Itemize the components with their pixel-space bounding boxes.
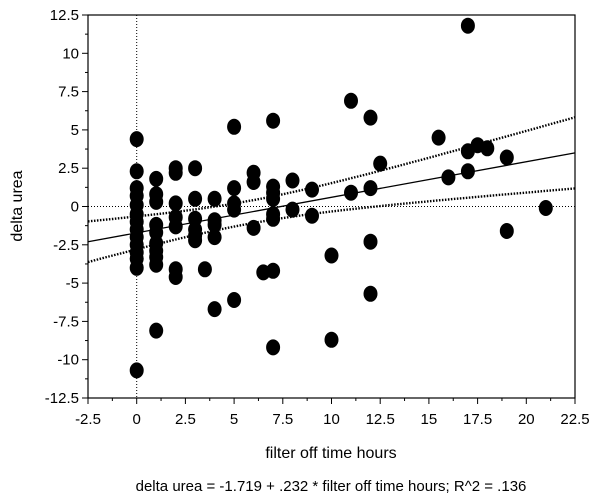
data-point xyxy=(168,269,183,285)
data-point xyxy=(373,155,388,172)
confidence-band-upper xyxy=(87,116,576,223)
data-point xyxy=(266,112,281,129)
data-point xyxy=(129,163,144,180)
data-point xyxy=(538,200,553,216)
data-point xyxy=(499,149,514,166)
data-point xyxy=(129,131,144,148)
data-point xyxy=(246,219,261,236)
data-point xyxy=(207,216,222,233)
data-point xyxy=(460,17,475,34)
y-tick-label: -2.5 xyxy=(53,237,79,254)
y-tick-label: 5 xyxy=(71,122,79,139)
data-point xyxy=(188,190,203,207)
data-point xyxy=(266,210,281,227)
data-point xyxy=(168,218,183,235)
data-point xyxy=(305,207,319,224)
x-tick-label: 15 xyxy=(421,411,438,428)
data-point xyxy=(207,301,222,318)
data-point xyxy=(168,195,183,212)
data-point xyxy=(266,262,281,279)
data-point xyxy=(188,232,203,249)
y-tick-label: -5 xyxy=(66,275,79,292)
x-axis-title: filter off time hours xyxy=(265,445,396,462)
data-point xyxy=(149,193,164,210)
data-point xyxy=(363,180,378,197)
data-point xyxy=(227,180,242,197)
x-tick-label: 12.5 xyxy=(366,411,395,428)
data-point xyxy=(285,201,300,218)
y-tick-label: -10 xyxy=(57,352,79,369)
data-point xyxy=(344,92,358,109)
data-point xyxy=(149,322,164,339)
x-tick-label: 0 xyxy=(133,411,141,428)
y-axis-title: delta urea xyxy=(9,170,26,241)
data-point xyxy=(499,223,514,239)
data-point xyxy=(363,285,378,302)
data-point xyxy=(227,201,242,218)
data-point xyxy=(363,109,378,126)
data-point xyxy=(324,247,339,264)
y-tick-label: 0 xyxy=(71,199,79,216)
data-point xyxy=(266,190,281,207)
data-point xyxy=(227,118,242,135)
data-point xyxy=(246,174,261,190)
data-points xyxy=(129,17,553,379)
y-tick-label: 10 xyxy=(62,45,79,62)
x-axis-ticks: -2.5 0 2.5 5 7.5 10 12.5 15 17.5 20 22.5 xyxy=(75,398,590,428)
y-tick-label: -12.5 xyxy=(45,390,79,407)
confidence-bands xyxy=(87,116,576,264)
x-tick-label: 2.5 xyxy=(175,411,196,428)
data-point xyxy=(285,172,300,189)
x-tick-label: 5 xyxy=(230,411,238,428)
confidence-band-lower xyxy=(87,187,576,264)
x-tick-label: -2.5 xyxy=(75,411,101,428)
y-tick-label: 12.5 xyxy=(50,7,79,24)
data-point xyxy=(480,140,495,157)
data-point xyxy=(197,261,212,278)
x-tick-label: 10 xyxy=(323,411,340,428)
y-tick-label: 7.5 xyxy=(58,84,79,101)
data-point xyxy=(305,181,319,198)
data-point xyxy=(363,233,378,250)
x-tick-label: 17.5 xyxy=(463,411,492,428)
y-tick-label: 2.5 xyxy=(58,160,79,177)
data-point xyxy=(129,362,144,379)
reference-lines xyxy=(88,15,575,398)
x-tick-label: 7.5 xyxy=(272,411,293,428)
data-point xyxy=(441,169,456,186)
data-point xyxy=(207,229,222,246)
x-tick-label: 22.5 xyxy=(560,411,589,428)
data-point xyxy=(149,170,164,187)
data-point xyxy=(168,164,183,181)
x-tick-label: 20 xyxy=(518,411,535,428)
data-point xyxy=(188,160,203,177)
data-point xyxy=(227,292,242,308)
data-point xyxy=(460,163,475,180)
y-tick-label: -7.5 xyxy=(53,313,79,330)
data-point xyxy=(344,184,358,201)
regression-equation: delta urea = -1.719 + .232 * filter off … xyxy=(136,478,527,495)
data-point xyxy=(266,339,281,356)
data-point xyxy=(324,331,339,348)
y-axis-ticks: 12.5 10 7.5 5 2.5 0 -2.5 -5 -7.5 -10 -12.5 xyxy=(45,7,88,407)
data-point xyxy=(149,256,164,273)
data-point xyxy=(207,190,222,207)
data-point xyxy=(129,259,144,276)
data-point xyxy=(431,129,446,146)
